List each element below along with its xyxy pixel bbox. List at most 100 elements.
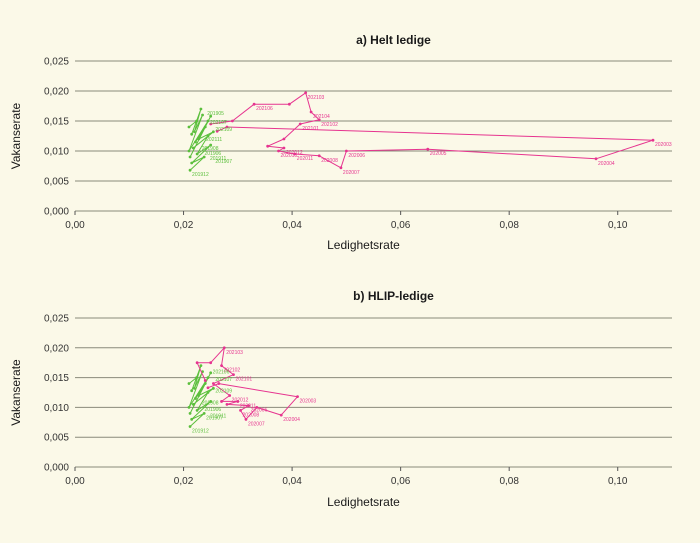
chart0-xtick-label-4: 0,08 xyxy=(499,220,519,231)
chart0-series-pink-point-6 xyxy=(317,118,321,122)
chart1-extra-label-202109: 202109 xyxy=(215,389,232,395)
chart0-series-pink-point-5 xyxy=(309,110,313,114)
chart0-title: a) Helt ledige xyxy=(356,33,431,47)
chart1-xtick-label-2: 0,04 xyxy=(282,476,302,487)
chart0-series-green-point-0 xyxy=(187,125,191,129)
chart0-series-pink-point-16 xyxy=(426,147,430,151)
chart1-series-green-point-0 xyxy=(187,382,191,385)
chart0-series-green-point-11 xyxy=(209,114,213,118)
chart1-series-green-point-6 xyxy=(187,406,191,409)
chart1-series-green-point-13 xyxy=(211,386,215,390)
chart1-point-label-202012: 202012 xyxy=(232,397,249,403)
chart1-series-pink-point-16 xyxy=(296,395,299,399)
chart0-extra-label-201908: 201908 xyxy=(202,146,219,152)
chart0-point-label-202004: 202004 xyxy=(598,161,615,167)
chart0-ytick-label-2: 0,010 xyxy=(44,147,69,158)
chart0-series-green-point-19 xyxy=(202,155,206,159)
chart1-series-pink-point-0 xyxy=(203,379,207,382)
chart1-series-pink-point-4 xyxy=(220,364,223,368)
chart0-point-label-202003: 202003 xyxy=(655,142,672,148)
chart0-series-green-point-17 xyxy=(209,143,213,147)
chart0-extra-label-201905: 201905 xyxy=(207,111,224,117)
chart0-point-label-202007: 202007 xyxy=(343,170,360,176)
chart0-xtick-label-5: 0,10 xyxy=(608,220,628,231)
chart0-extra-label-201907: 201907 xyxy=(215,159,232,165)
chart0-point-label-202005: 202005 xyxy=(430,151,447,157)
chart0-series-pink-point-7 xyxy=(298,122,302,126)
chart1-extra-label-201908: 201908 xyxy=(202,401,219,407)
chart1-point-label-202004: 202004 xyxy=(283,417,300,423)
chart1-extra-label-202107: 202107 xyxy=(215,377,232,383)
chart0-extra-label-202111: 202111 xyxy=(206,137,222,143)
chart0-series-green-point-15 xyxy=(206,134,210,138)
chart0-series-pink-point-3 xyxy=(287,102,291,106)
chart1-series-green-point-7 xyxy=(206,376,210,379)
chart1-point-label-202007: 202007 xyxy=(248,421,265,427)
chart1-extra-label-202106: 202106 xyxy=(213,370,230,376)
chart0-xtick-label-1: 0,02 xyxy=(174,220,194,231)
chart0-point-label-202101: 202101 xyxy=(302,126,319,132)
chart0-series-pink-point-18 xyxy=(651,138,655,142)
chart1-series-green-point-10 xyxy=(188,411,192,415)
chart1-series-pink-point-15 xyxy=(279,413,283,417)
chart1-series-pink-point-1 xyxy=(195,361,199,365)
chart1-series-green-point-20 xyxy=(188,425,192,428)
chart0-point-label-201912: 201912 xyxy=(192,172,209,178)
chart0-series-green-point-5 xyxy=(201,113,204,117)
chart1-point-label-202003: 202003 xyxy=(300,399,317,405)
chart0-point-label-202104: 202104 xyxy=(313,114,330,120)
chart1-point-label-202008: 202008 xyxy=(243,412,260,418)
chart1-series-pink-point-12 xyxy=(239,408,242,412)
chart0-series-green-point-13 xyxy=(211,130,215,134)
chart0-series-green-point-9 xyxy=(203,125,207,129)
chart0-series-green-point-3 xyxy=(199,107,203,111)
chart0-series-green-point-2 xyxy=(190,132,194,136)
chart1-extra-label-201906: 201906 xyxy=(205,407,222,413)
chart1-series-pink-point-11 xyxy=(247,404,251,408)
chart0-xlabel: Ledighetsrate xyxy=(327,238,400,252)
chart1-point-label-202102: 202102 xyxy=(224,368,241,374)
chart0-series-pink-point-9 xyxy=(266,144,270,148)
chart0-ytick-label-1: 0,005 xyxy=(44,177,69,188)
chart1-ytick-label-4: 0,020 xyxy=(44,343,69,354)
chart1-title: b) HLIP-ledige xyxy=(353,289,434,303)
chart0-series-green-point-1 xyxy=(195,119,198,123)
chart0-series-green-point-18 xyxy=(190,161,194,165)
chart1-series-pink-point-8 xyxy=(220,400,223,403)
chart0-series-green-point-14 xyxy=(191,146,195,150)
chart0-series-pink-point-1 xyxy=(230,119,234,123)
chart1-series-green-point-8 xyxy=(194,397,197,400)
chart0-point-label-202010: 202010 xyxy=(281,153,298,159)
chart0-extra-label-201906: 201906 xyxy=(205,151,222,157)
chart0-xtick-label-0: 0,00 xyxy=(65,220,85,231)
chart1-series-pink-point-18 xyxy=(206,386,210,390)
chart0-series-pink-point-4 xyxy=(304,91,308,95)
chart1-series-pink-point-10 xyxy=(225,403,229,406)
chart1-xtick-label-0: 0,00 xyxy=(65,476,85,487)
chart0-series-pink-point-11 xyxy=(277,149,280,153)
chart0-ytick-label-0: 0,000 xyxy=(44,207,69,218)
chart0-ytick-label-3: 0,015 xyxy=(44,117,69,128)
chart1-series-green-point-4 xyxy=(193,386,196,390)
chart1-ytick-label-5: 0,025 xyxy=(44,314,69,325)
chart0-point-label-202102: 202102 xyxy=(321,122,338,128)
chart1-series-pink-point-6 xyxy=(211,382,215,385)
chart0-series-green-point-6 xyxy=(187,149,191,153)
chart1-series-green-point-18 xyxy=(190,417,194,421)
chart0-xtick-label-3: 0,06 xyxy=(391,220,411,231)
chart0-extra-label-202107: 202107 xyxy=(210,120,227,126)
chart1-series-green-point-14 xyxy=(191,403,195,406)
chart1-ylabel: Vakanserate xyxy=(9,359,23,426)
chart1-ytick-label-2: 0,010 xyxy=(44,403,69,414)
chart0-point-label-202106: 202106 xyxy=(256,106,273,112)
chart0-xtick-label-2: 0,04 xyxy=(282,220,302,231)
chart1-series-green-point-15 xyxy=(206,391,210,394)
chart1-ytick-label-0: 0,000 xyxy=(44,463,69,474)
chart1-ytick-label-3: 0,015 xyxy=(44,373,69,384)
chart1-xtick-label-3: 0,06 xyxy=(391,476,411,487)
chart0-series-pink-point-10 xyxy=(282,146,286,150)
chart1-series-green-point-9 xyxy=(203,382,207,385)
chart0-series-green-point-4 xyxy=(193,130,196,134)
chart0-extra-label-202109: 202109 xyxy=(215,127,232,133)
